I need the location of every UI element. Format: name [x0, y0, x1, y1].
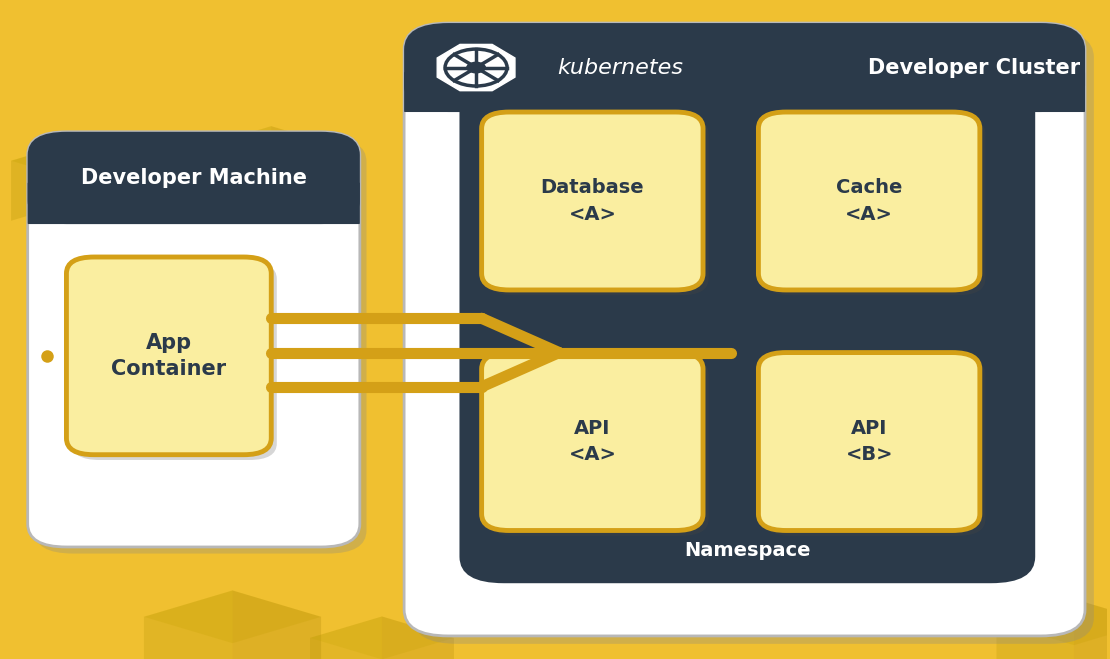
FancyBboxPatch shape [72, 262, 276, 460]
FancyBboxPatch shape [482, 112, 703, 290]
Text: Cache
<A>: Cache <A> [836, 178, 902, 224]
Text: Namespace: Namespace [684, 541, 810, 559]
Polygon shape [221, 126, 271, 179]
Polygon shape [986, 199, 1052, 270]
Polygon shape [111, 254, 166, 313]
FancyBboxPatch shape [482, 353, 703, 530]
FancyBboxPatch shape [758, 353, 980, 530]
Polygon shape [997, 599, 1110, 645]
FancyBboxPatch shape [764, 358, 986, 536]
Polygon shape [310, 617, 454, 659]
Polygon shape [11, 138, 166, 184]
Polygon shape [997, 599, 1074, 659]
Polygon shape [144, 590, 232, 659]
FancyBboxPatch shape [404, 72, 1084, 112]
Text: App
Container: App Container [111, 333, 226, 379]
Polygon shape [56, 254, 166, 287]
Polygon shape [919, 199, 986, 270]
Polygon shape [221, 126, 321, 156]
FancyBboxPatch shape [764, 117, 986, 295]
Text: Developer Machine: Developer Machine [81, 168, 306, 188]
FancyBboxPatch shape [28, 132, 360, 224]
FancyBboxPatch shape [67, 257, 271, 455]
FancyBboxPatch shape [28, 132, 360, 547]
Text: kubernetes: kubernetes [557, 57, 683, 78]
Text: Database
<A>: Database <A> [541, 178, 644, 224]
Polygon shape [11, 138, 89, 221]
Text: Developer Cluster: Developer Cluster [868, 57, 1080, 78]
Text: API
<A>: API <A> [568, 418, 616, 465]
Polygon shape [89, 138, 166, 221]
Polygon shape [310, 617, 382, 659]
FancyBboxPatch shape [758, 112, 980, 290]
FancyBboxPatch shape [487, 358, 708, 536]
Polygon shape [232, 590, 321, 659]
Polygon shape [919, 199, 1052, 239]
Text: API
<B>: API <B> [846, 418, 892, 465]
FancyBboxPatch shape [487, 117, 708, 295]
Polygon shape [1074, 599, 1110, 659]
FancyBboxPatch shape [28, 183, 360, 224]
FancyBboxPatch shape [34, 138, 366, 554]
Polygon shape [382, 617, 454, 659]
FancyBboxPatch shape [404, 23, 1084, 112]
Polygon shape [271, 126, 321, 179]
FancyBboxPatch shape [460, 76, 1036, 583]
FancyBboxPatch shape [413, 31, 1093, 644]
Circle shape [466, 61, 486, 73]
FancyBboxPatch shape [404, 23, 1084, 636]
Polygon shape [144, 590, 321, 643]
Polygon shape [56, 254, 111, 313]
